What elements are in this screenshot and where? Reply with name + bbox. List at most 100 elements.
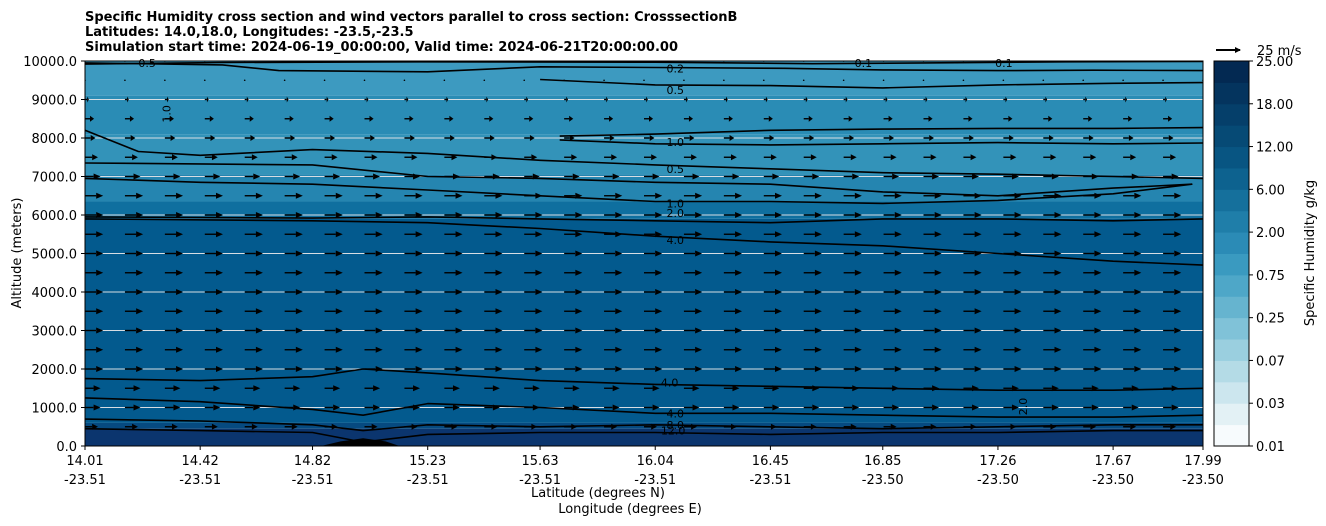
- x-tick-label-lat-2: 14.82: [294, 454, 331, 469]
- wind-head: [974, 308, 982, 315]
- wind-head: [415, 250, 423, 257]
- wind-vector-5-23: [1003, 154, 1017, 161]
- wind-vector-3-15: [683, 115, 694, 122]
- wind-head: [96, 231, 104, 238]
- wind-head: [169, 115, 174, 122]
- wind-head: [732, 404, 740, 411]
- wind-head: [1209, 135, 1214, 141]
- wind-head: [1125, 96, 1128, 103]
- wind-head: [1045, 96, 1048, 103]
- wind-head: [691, 423, 697, 430]
- wind-vector-5-10: [484, 154, 498, 161]
- wind-vector-4-4: [244, 135, 256, 141]
- wind-head: [1171, 404, 1179, 411]
- wind-vector-11-1: [124, 269, 144, 276]
- contour-label-3: 0.2: [666, 63, 684, 76]
- wind-vector-11-26: [1123, 269, 1142, 276]
- wind-vector-12-26: [1123, 289, 1142, 295]
- wind-vector-9-4: [244, 231, 263, 238]
- contour-label-14: 12.0: [661, 425, 686, 438]
- wind-head: [575, 289, 583, 295]
- wind-vector-16-10: [484, 366, 503, 372]
- wind-head: [293, 404, 301, 411]
- wind-head: [575, 192, 583, 199]
- wind-head: [575, 366, 583, 372]
- wind-vector-14-18: [803, 327, 822, 334]
- wind-head: [535, 327, 543, 334]
- wind-head: [1091, 173, 1099, 180]
- wind-vector-19-20: [883, 423, 897, 430]
- wind-vector-8-12: [564, 212, 583, 218]
- wind-vector-4-5: [284, 135, 296, 141]
- wind-head: [649, 135, 655, 141]
- wind-vector-6-19: [843, 173, 860, 180]
- wind-vector-5-1: [124, 154, 138, 161]
- wind-vector-14-14: [644, 327, 663, 334]
- wind-vector-16-7: [364, 366, 383, 372]
- colorbar-segment-2: [1214, 381, 1249, 404]
- wind-vector-8-7: [364, 212, 383, 218]
- wind-vector-9-20: [883, 231, 902, 238]
- wind-vector-4-26: [1123, 135, 1134, 141]
- wind-vector-6-18: [803, 173, 820, 180]
- wind-head: [127, 96, 129, 103]
- wind-head: [1054, 327, 1062, 334]
- wind-head: [894, 346, 902, 353]
- wind-vector-11-25: [1083, 269, 1102, 276]
- wind-head: [215, 192, 223, 199]
- wind-vector-6-6: [324, 173, 341, 180]
- wind-head: [406, 96, 409, 103]
- wind-vector-2-7: [364, 96, 369, 103]
- wind-head: [96, 212, 104, 218]
- colorbar-segment-16: [1214, 82, 1249, 105]
- colorbar-frame: [1213, 60, 1250, 447]
- wind-vector-1-22: [962, 79, 965, 82]
- wind-vector-15-14: [644, 346, 663, 353]
- wind-head: [1011, 173, 1019, 180]
- wind-vector-17-21: [923, 385, 940, 392]
- wind-vector-7-4: [244, 192, 263, 199]
- wind-vector-6-13: [604, 173, 620, 180]
- contour-0-1-0: [85, 61, 1203, 65]
- wind-head: [87, 96, 89, 103]
- wind-vector-19-15: [683, 423, 697, 430]
- wind-vector-15-7: [364, 346, 383, 353]
- wind-head: [335, 346, 343, 353]
- wind-vector-10-18: [803, 250, 822, 257]
- x-tick-label-lat-5: 16.04: [637, 454, 674, 469]
- wind-vector-10-22: [963, 250, 982, 257]
- wind-vector-14-19: [843, 327, 862, 334]
- wind-vector-15-8: [404, 346, 423, 353]
- wind-head: [176, 308, 184, 315]
- contour-0-2-1: [85, 62, 1203, 73]
- wind-vector-16-5: [284, 366, 303, 372]
- wind-head: [529, 115, 534, 122]
- wind-head: [695, 308, 703, 315]
- wind-head: [136, 212, 144, 218]
- wind-vector-2-26: [1123, 96, 1128, 103]
- wind-vector-6-23: [1003, 173, 1019, 180]
- wind-vector-16-11: [524, 366, 543, 372]
- wind-head: [96, 308, 104, 315]
- wind-head: [1011, 385, 1019, 392]
- wind-vector-10-11: [524, 250, 543, 257]
- wind-head: [211, 423, 218, 430]
- wind-vector-4-28: [1203, 135, 1213, 141]
- wind-head: [609, 135, 615, 141]
- wind-head: [692, 385, 700, 392]
- wind-head: [972, 404, 980, 411]
- y-tick-label-1: 1000.0: [32, 402, 78, 417]
- wind-vector-4-24: [1043, 135, 1054, 141]
- wind-vector-2-17: [763, 96, 768, 103]
- x-tick-label-lon-0: -23.51: [64, 473, 106, 488]
- wind-vector-14-11: [524, 327, 543, 334]
- wind-head: [373, 173, 381, 180]
- wind-vector-11-10: [484, 269, 503, 276]
- wind-vector-4-11: [524, 135, 535, 141]
- colorbar-tick-label-8: 18.00: [1256, 98, 1293, 113]
- wind-head: [1050, 154, 1057, 161]
- wind-head: [814, 212, 822, 218]
- wind-vector-2-6: [324, 96, 329, 103]
- wind-head: [136, 308, 144, 315]
- wind-head: [250, 135, 256, 141]
